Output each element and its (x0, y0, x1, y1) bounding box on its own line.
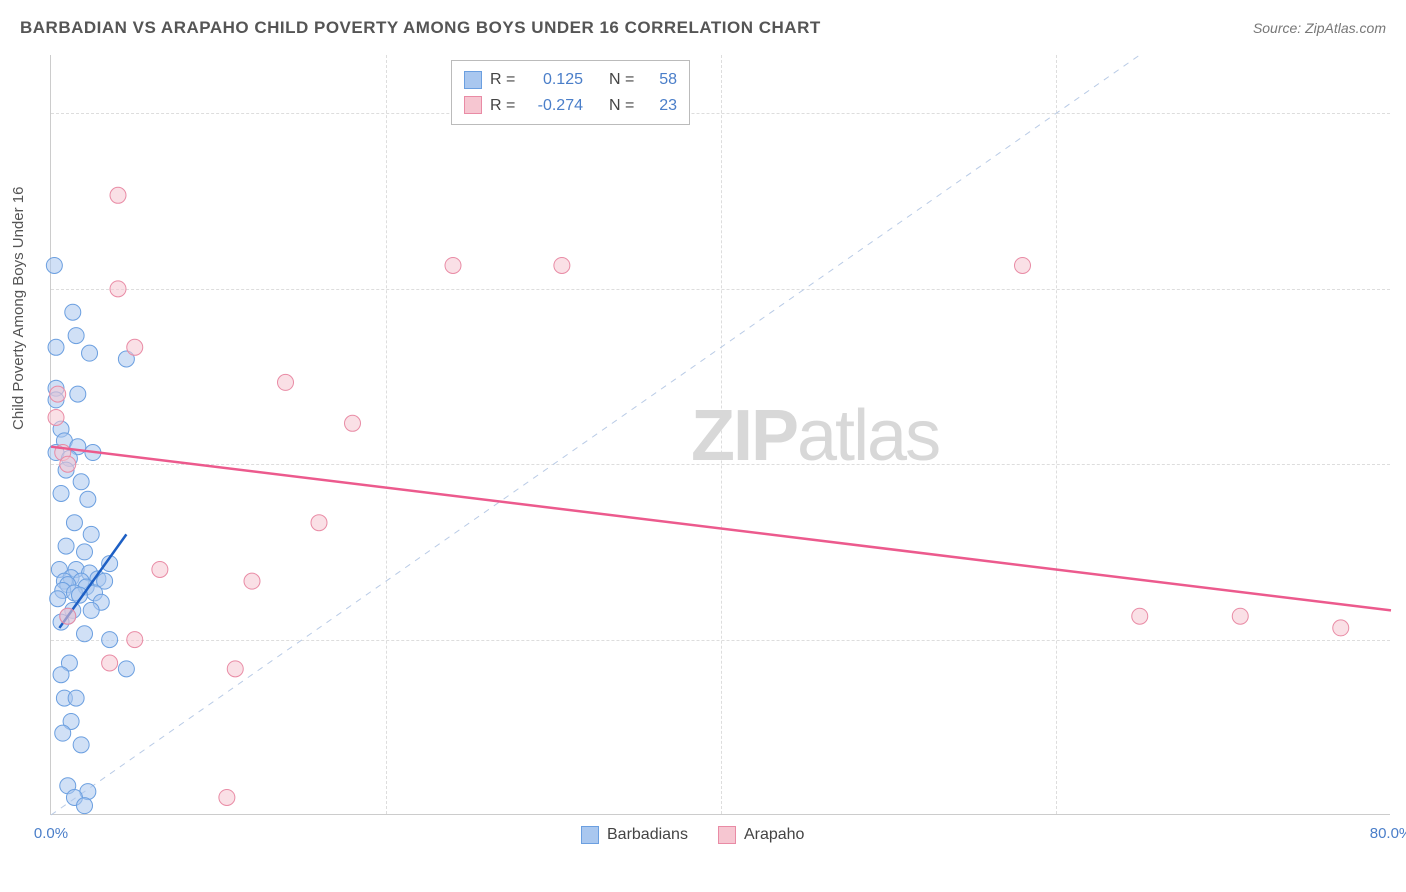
data-point (77, 544, 93, 560)
r-label: R = (490, 67, 520, 93)
data-point (53, 667, 69, 683)
data-point (50, 591, 66, 607)
title-bar: BARBADIAN VS ARAPAHO CHILD POVERTY AMONG… (20, 18, 1386, 38)
data-point (345, 415, 361, 431)
data-point (1333, 620, 1349, 636)
data-point (127, 632, 143, 648)
y-tick-label: 60.0% (1395, 105, 1406, 122)
data-point (73, 474, 89, 490)
data-point (102, 655, 118, 671)
data-point (46, 257, 62, 273)
r-value: -0.274 (528, 93, 583, 119)
data-point (80, 491, 96, 507)
series-legend: Barbadians Arapaho (581, 826, 804, 844)
legend-swatch (464, 71, 482, 89)
legend-swatch (581, 826, 599, 844)
y-tick-label: 15.0% (1395, 631, 1406, 648)
data-point (65, 304, 81, 320)
data-point (60, 456, 76, 472)
x-tick-label: 0.0% (34, 825, 68, 842)
source-label: Source: ZipAtlas.com (1253, 20, 1386, 36)
data-point (311, 515, 327, 531)
chart-title: BARBADIAN VS ARAPAHO CHILD POVERTY AMONG… (20, 18, 821, 38)
data-point (77, 626, 93, 642)
n-label: N = (609, 93, 639, 119)
data-point (68, 328, 84, 344)
data-point (83, 526, 99, 542)
r-label: R = (490, 93, 520, 119)
n-value: 58 (647, 67, 677, 93)
legend-swatch (464, 96, 482, 114)
data-point (1232, 608, 1248, 624)
data-point (244, 573, 260, 589)
data-point (70, 386, 86, 402)
data-point (50, 386, 66, 402)
data-point (58, 538, 74, 554)
chart-svg (51, 55, 1390, 814)
x-tick-label: 80.0% (1370, 825, 1406, 842)
plot-area: 15.0%30.0%45.0%60.0%0.0%80.0% ZIPatlas R… (50, 55, 1390, 815)
legend-swatch (718, 826, 736, 844)
data-point (60, 608, 76, 624)
data-point (554, 257, 570, 273)
n-value: 23 (647, 93, 677, 119)
data-point (48, 409, 64, 425)
series-legend-item: Barbadians (581, 826, 688, 844)
data-point (227, 661, 243, 677)
data-point (55, 725, 71, 741)
stat-legend-row: R = -0.274 N = 23 (464, 93, 677, 119)
data-point (73, 737, 89, 753)
data-point (219, 789, 235, 805)
data-point (66, 515, 82, 531)
y-tick-label: 30.0% (1395, 456, 1406, 473)
data-point (82, 345, 98, 361)
data-point (445, 257, 461, 273)
data-point (127, 339, 143, 355)
data-point (102, 632, 118, 648)
data-point (68, 690, 84, 706)
data-point (1015, 257, 1031, 273)
series-legend-item: Arapaho (718, 826, 805, 844)
data-point (83, 602, 99, 618)
data-point (110, 281, 126, 297)
stat-legend: R = 0.125 N = 58 R = -0.274 N = 23 (451, 60, 690, 125)
series-legend-label: Barbadians (607, 826, 688, 844)
y-tick-label: 45.0% (1395, 280, 1406, 297)
data-point (53, 485, 69, 501)
r-value: 0.125 (528, 67, 583, 93)
series-legend-label: Arapaho (744, 826, 805, 844)
stat-legend-row: R = 0.125 N = 58 (464, 67, 677, 93)
diagonal-ref-line (51, 55, 1140, 815)
data-point (48, 339, 64, 355)
n-label: N = (609, 67, 639, 93)
data-point (118, 661, 134, 677)
data-point (77, 798, 93, 814)
data-point (1132, 608, 1148, 624)
data-point (110, 187, 126, 203)
data-point (152, 561, 168, 577)
y-axis-label: Child Poverty Among Boys Under 16 (10, 187, 27, 430)
data-point (278, 374, 294, 390)
